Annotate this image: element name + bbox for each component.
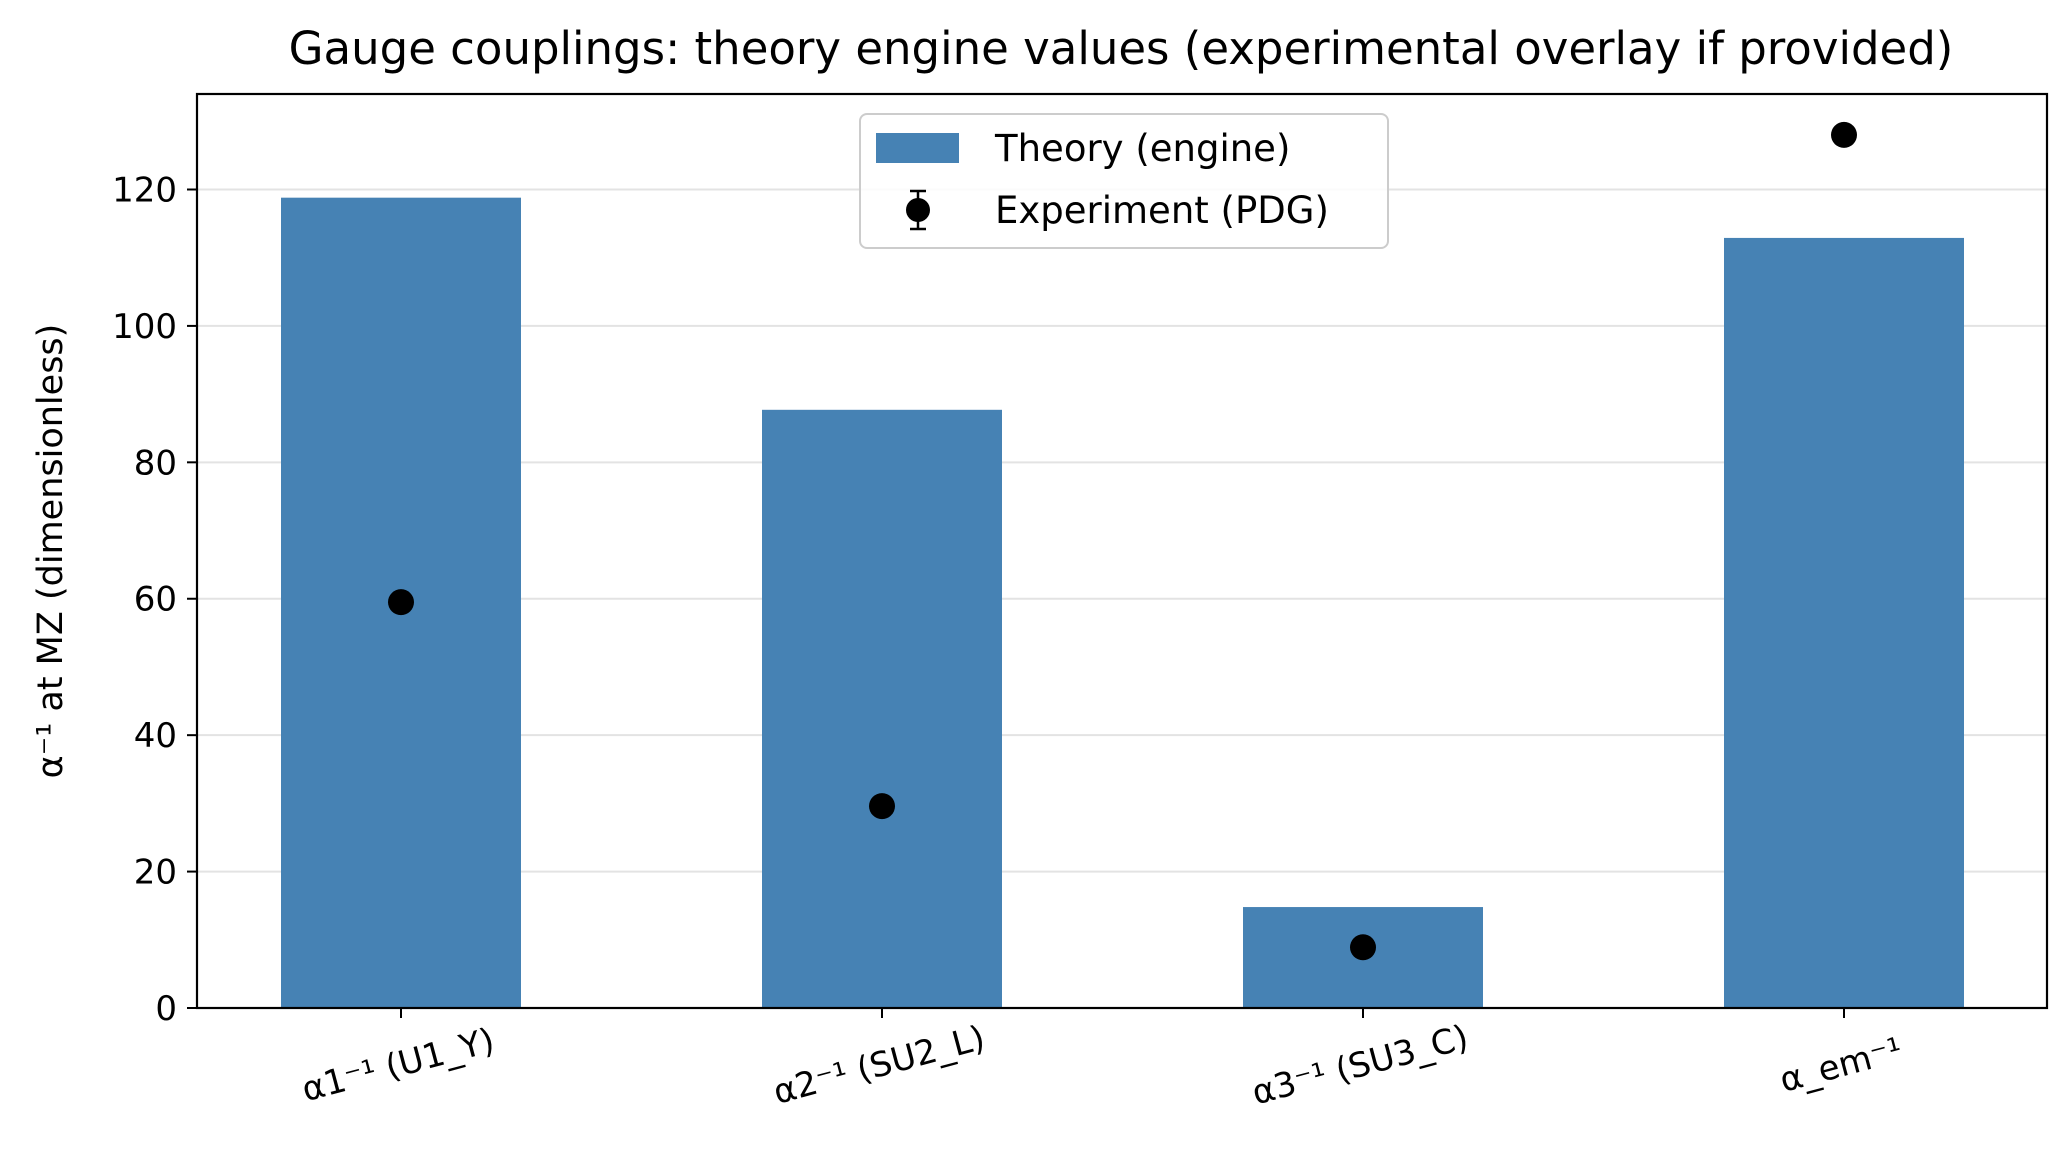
y-tick-label: 20 bbox=[134, 853, 177, 893]
bars bbox=[281, 197, 1964, 1008]
y-tick-label: 100 bbox=[112, 307, 177, 347]
y-tick-label: 120 bbox=[112, 170, 177, 210]
legend: Theory (engine) Experiment (PDG) bbox=[859, 113, 1389, 249]
legend-frame bbox=[859, 113, 1389, 249]
legend-swatch-experiment bbox=[906, 189, 930, 231]
y-axis-label: α⁻¹ at MZ (dimensionless) bbox=[31, 324, 71, 779]
theory-bar bbox=[762, 409, 1002, 1008]
y-tick-label: 80 bbox=[134, 443, 177, 483]
chart-title: Gauge couplings: theory engine values (e… bbox=[289, 22, 1954, 75]
theory-bar bbox=[1724, 237, 1964, 1008]
plot-frame bbox=[195, 92, 2049, 1010]
experiment-points bbox=[388, 121, 1857, 961]
y-axis-ticks: 0 20 40 60 80 100 120 bbox=[112, 170, 197, 1029]
experiment-point bbox=[869, 793, 895, 820]
legend-swatch-theory bbox=[876, 133, 959, 163]
experiment-point bbox=[1350, 934, 1376, 961]
experiment-point bbox=[1831, 121, 1857, 148]
y-tick-label: 40 bbox=[134, 716, 177, 756]
y-tick-label: 0 bbox=[155, 989, 177, 1029]
legend-label-experiment: Experiment (PDG) bbox=[995, 189, 1329, 232]
legend-label-theory: Theory (engine) bbox=[994, 127, 1290, 170]
experiment-point bbox=[388, 589, 414, 616]
y-tick-label: 60 bbox=[134, 580, 177, 620]
